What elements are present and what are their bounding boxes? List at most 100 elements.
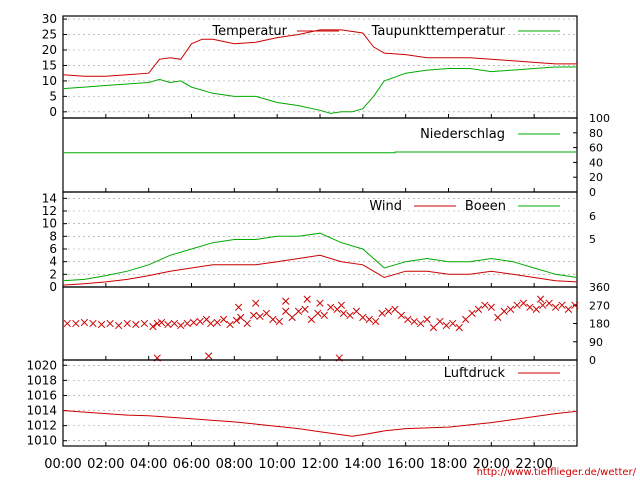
data-point — [115, 321, 123, 330]
y-tick-label: 0 — [49, 105, 57, 119]
x-tick-label: 10:00 — [258, 457, 295, 472]
data-point — [282, 297, 290, 305]
y-tick-label: 25 — [42, 28, 57, 42]
series-wind-direction — [63, 295, 579, 362]
data-point — [500, 307, 508, 315]
data-point — [513, 301, 521, 309]
data-point — [252, 299, 260, 307]
data-point — [153, 319, 161, 328]
x-tick-label: 14:00 — [344, 457, 381, 472]
credit-link[interactable]: http://www.tiefflieger.de/wetter/ — [477, 467, 637, 478]
y-tick-label: 360 — [589, 281, 610, 294]
data-point — [164, 320, 172, 329]
data-point — [262, 309, 271, 318]
legend-label: Wind — [369, 199, 402, 214]
data-point — [410, 317, 418, 326]
data-point — [123, 319, 131, 328]
data-point — [132, 320, 140, 329]
data-point — [219, 315, 228, 324]
y-tick-label: 1010 — [26, 434, 57, 448]
data-point — [468, 309, 476, 318]
y-tick-label: 0 — [589, 186, 596, 199]
y-tick-label: 4 — [49, 255, 57, 269]
series-line-niederschlag — [63, 151, 577, 154]
data-point — [571, 301, 579, 309]
data-point — [106, 319, 114, 328]
data-point — [327, 303, 335, 311]
data-point — [234, 303, 243, 311]
data-point — [72, 319, 80, 328]
data-point — [196, 317, 204, 326]
y-tick-label: 6 — [49, 242, 57, 256]
y-tick-label: 15 — [42, 58, 57, 72]
data-point — [89, 319, 97, 328]
legend-label: Luftdruck — [444, 366, 506, 381]
y-tick-label: 90 — [589, 336, 603, 349]
data-point — [551, 303, 560, 311]
data-point — [506, 305, 515, 313]
panel-frame — [62, 286, 578, 361]
data-point — [449, 319, 457, 328]
x-tick-label: 16:00 — [387, 457, 424, 472]
data-point — [269, 315, 277, 324]
x-tick-label: 04:00 — [130, 457, 167, 472]
y-tick-label: 1014 — [26, 404, 57, 418]
x-tick-label: 12:00 — [301, 457, 338, 472]
x-tick-label: 20:00 — [473, 457, 510, 472]
y-tick-label: 10 — [42, 217, 57, 231]
data-point — [384, 307, 393, 315]
data-point — [442, 321, 451, 330]
y-tick-label: 8 — [49, 229, 57, 243]
y-tick-label: 14 — [42, 191, 57, 205]
legend-label: Temperatur — [211, 24, 287, 39]
data-point — [314, 309, 322, 318]
data-point — [417, 319, 425, 328]
data-point — [346, 311, 354, 320]
data-point — [207, 319, 215, 328]
x-tick-label: 02:00 — [87, 457, 124, 472]
data-point — [481, 301, 489, 309]
data-point — [461, 315, 470, 324]
data-point — [307, 315, 316, 324]
data-point — [316, 299, 324, 307]
y-tick-label: 10 — [42, 74, 57, 88]
data-point — [149, 322, 157, 331]
data-point — [237, 313, 245, 322]
data-point — [436, 317, 444, 326]
y-tick-label: 0 — [49, 280, 57, 294]
data-point — [204, 352, 213, 360]
data-point — [288, 313, 296, 322]
y-tick-label: 1020 — [26, 358, 57, 372]
x-tick-label: 22:00 — [515, 457, 552, 472]
y-tick-label: 80 — [589, 127, 603, 140]
y-tick-label: 180 — [589, 318, 610, 331]
y-tick-label: 1018 — [26, 373, 57, 387]
y-tick-label: 20 — [42, 43, 57, 57]
data-point — [558, 301, 566, 309]
data-point — [189, 318, 198, 327]
y-tick-label: 12 — [42, 204, 57, 218]
data-point — [339, 309, 348, 318]
x-tick-label: 00:00 — [44, 457, 81, 472]
x-axis: 00:00 02:00 04:00 06:00 08:00 10:00 12:00 14:00… — [44, 114, 553, 472]
x-tick-label: 08:00 — [216, 457, 253, 472]
y-tick-label: 2 — [49, 267, 57, 281]
data-point — [249, 311, 258, 320]
data-point — [545, 299, 553, 307]
data-point — [487, 303, 495, 311]
data-point — [372, 317, 380, 326]
data-point — [532, 305, 540, 313]
data-point — [177, 321, 185, 330]
y-tick-label: 5 — [49, 89, 57, 103]
y-tick-label: 1016 — [26, 388, 57, 402]
legend-label: Niederschlag — [420, 127, 505, 142]
data-point — [226, 320, 234, 329]
data-point — [365, 315, 373, 324]
data-point — [337, 301, 346, 309]
panel-wind_direction: 360 270 180 90 0 — [62, 281, 610, 367]
data-point — [170, 319, 179, 328]
